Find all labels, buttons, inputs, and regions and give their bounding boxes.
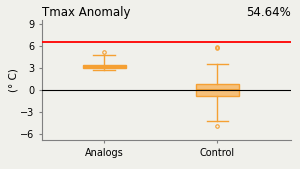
Text: 54.64%: 54.64% [246, 6, 291, 19]
Text: Tmax Anomaly: Tmax Anomaly [42, 6, 130, 19]
PathPatch shape [83, 65, 126, 68]
Y-axis label: (° C): (° C) [9, 68, 19, 92]
PathPatch shape [196, 84, 239, 96]
